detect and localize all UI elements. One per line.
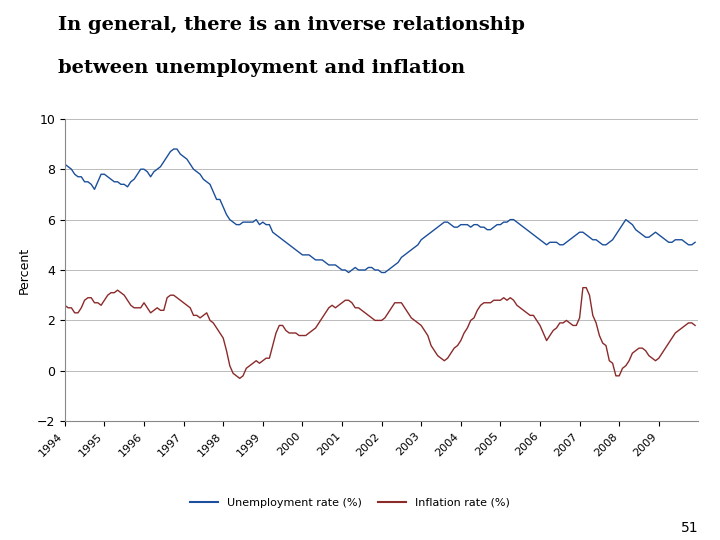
Unemployment rate (%) bbox=[325, 262, 333, 268]
Inflation rate (%) bbox=[318, 315, 326, 321]
Unemployment rate (%) bbox=[60, 161, 69, 167]
Unemployment rate (%) bbox=[169, 146, 178, 152]
Inflation rate (%) bbox=[325, 305, 333, 311]
Unemployment rate (%) bbox=[427, 229, 436, 235]
Text: 51: 51 bbox=[681, 521, 698, 535]
Text: In general, there is an inverse relationship: In general, there is an inverse relation… bbox=[58, 16, 524, 34]
Unemployment rate (%) bbox=[344, 269, 353, 276]
Text: between unemployment and inflation: between unemployment and inflation bbox=[58, 59, 464, 77]
Y-axis label: Percent: Percent bbox=[18, 246, 31, 294]
Line: Inflation rate (%): Inflation rate (%) bbox=[65, 288, 695, 379]
Line: Unemployment rate (%): Unemployment rate (%) bbox=[65, 149, 695, 273]
Unemployment rate (%) bbox=[384, 267, 392, 273]
Inflation rate (%) bbox=[60, 302, 69, 308]
Inflation rate (%) bbox=[690, 322, 699, 329]
Inflation rate (%) bbox=[423, 332, 432, 339]
Unemployment rate (%) bbox=[690, 239, 699, 246]
Inflation rate (%) bbox=[460, 330, 469, 336]
Inflation rate (%) bbox=[579, 285, 588, 291]
Unemployment rate (%) bbox=[136, 166, 145, 172]
Legend: Unemployment rate (%), Inflation rate (%): Unemployment rate (%), Inflation rate (%… bbox=[186, 494, 514, 512]
Inflation rate (%) bbox=[381, 315, 390, 321]
Unemployment rate (%) bbox=[318, 256, 326, 263]
Unemployment rate (%) bbox=[463, 221, 472, 228]
Inflation rate (%) bbox=[235, 375, 244, 382]
Inflation rate (%) bbox=[136, 305, 145, 311]
